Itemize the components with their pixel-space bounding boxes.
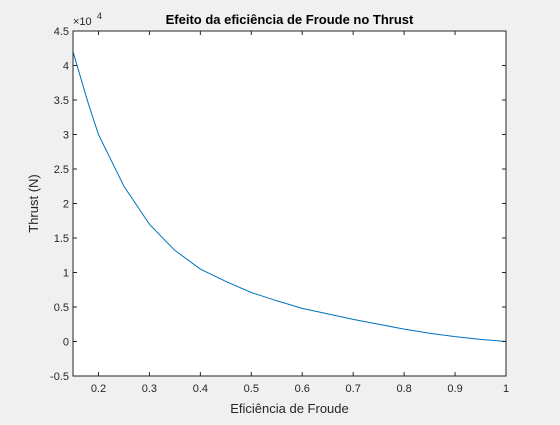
y-exponent: ×10 4 [73,11,102,28]
y-tick-label: 0 [63,337,69,349]
chart-title: Efeito da eficiência de Froude no Thrust [166,12,414,27]
axes-box [72,30,507,377]
tick-layer: 0.2 0.3 0.4 0.5 0.6 0.7 0.8 0.9 1 -0.5 0 0.5 1 1.5 2 2.… [50,26,509,395]
y-tick-label: 0.5 [54,302,69,314]
y-tick-label: 4.5 [54,26,69,38]
y-tick-label: 2 [63,199,69,211]
y-tick-label: 3.5 [54,95,69,107]
y-tick-label: 4 [63,61,69,73]
y-tick-label: 2.5 [54,164,69,176]
line-layer [72,51,507,342]
y-tick-label: -0.5 [50,371,69,383]
y-exponent-power: 4 [97,11,102,21]
x-tick-label: 0.9 [447,383,462,395]
x-axis-label: Eficiência de Froude [230,401,349,416]
y-exponent-base: ×10 [73,16,92,28]
y-axis-label: Thrust (N) [26,174,41,233]
series-line-1 [72,51,507,342]
x-tick-label: 0.4 [193,383,208,395]
y-tick-label: 3 [63,130,69,142]
x-tick-label: 0.7 [346,383,361,395]
x-tick-label: 0.6 [295,383,310,395]
x-tick-label: 1 [503,383,509,395]
y-tick-label: 1 [63,268,69,280]
x-tick-label: 0.3 [142,383,157,395]
x-tick-label: 0.5 [244,383,259,395]
y-tick-label: 1.5 [54,233,69,245]
plot-area [73,31,506,376]
x-tick-label: 0.2 [91,383,106,395]
x-tick-label: 0.8 [396,383,411,395]
